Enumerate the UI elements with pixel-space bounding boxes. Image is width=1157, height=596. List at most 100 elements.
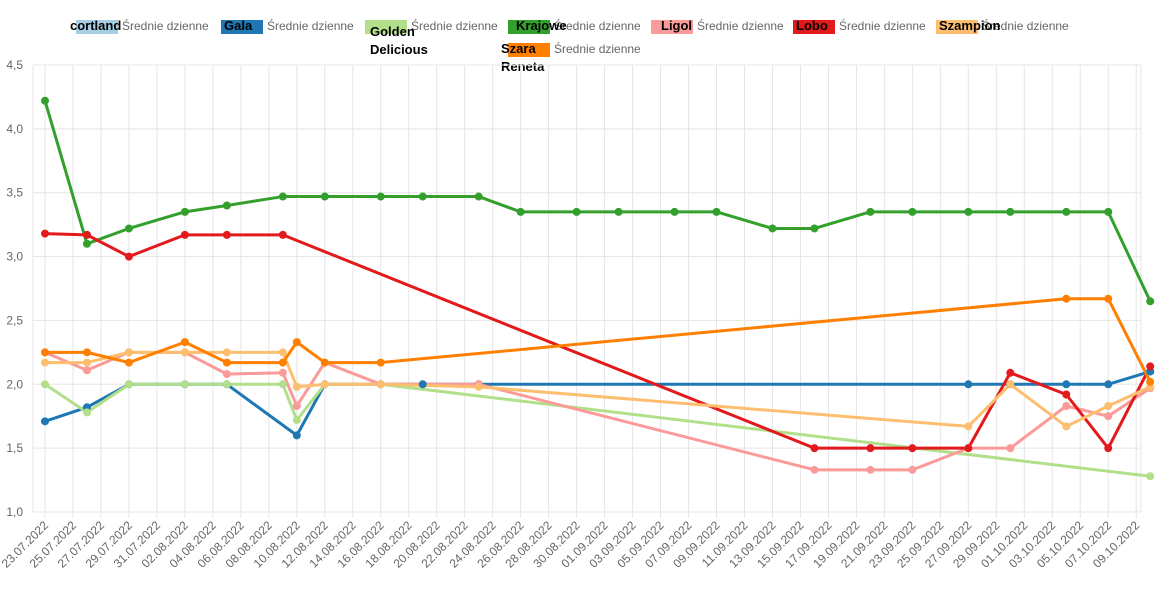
data-point-lobo xyxy=(82,230,91,239)
legend-label: Średnie dzienne xyxy=(982,19,1069,33)
data-point-golden-delicious xyxy=(278,380,287,389)
data-point-szara-reneta xyxy=(180,338,189,347)
data-point-lobo xyxy=(1006,368,1015,377)
series-line-lobo xyxy=(44,232,1152,450)
data-point-krajowe xyxy=(572,207,581,216)
data-point-szara-reneta xyxy=(1104,294,1113,303)
data-point-szampion xyxy=(1062,422,1071,431)
legend-item-krajowe[interactable]: Krajowe Średnie dzienne xyxy=(508,16,641,34)
data-point-lobo xyxy=(1104,444,1113,453)
data-point-lobo xyxy=(866,444,875,453)
legend-item-szara-reneta[interactable]: Szara Reneta Średnie dzienne xyxy=(501,39,641,74)
legend-series-name: Szara Reneta xyxy=(501,41,545,74)
data-point-ligol xyxy=(908,465,917,474)
data-point-golden-delicious xyxy=(41,380,49,389)
y-tick-label: 2,0 xyxy=(6,377,23,391)
data-point-szampion xyxy=(278,348,287,357)
legend-item-gala[interactable]: Gala Średnie dzienne xyxy=(221,16,354,34)
data-point-szampion xyxy=(1006,380,1015,389)
data-point-szara-reneta xyxy=(124,358,133,367)
data-point-krajowe xyxy=(712,207,721,216)
data-point-szampion xyxy=(180,348,189,357)
y-tick-label: 3,0 xyxy=(6,250,23,264)
data-point-ligol xyxy=(1104,412,1113,421)
data-point-golden-delicious xyxy=(292,416,301,425)
legend-label: Średnie dzienne xyxy=(267,19,354,33)
data-point-krajowe xyxy=(124,224,133,233)
data-point-szampion xyxy=(474,382,483,391)
legend-swatch: Szampion xyxy=(936,18,1000,34)
data-point-szampion xyxy=(1104,401,1113,410)
data-point-szampion xyxy=(41,358,49,367)
legend-swatch: Gala xyxy=(221,18,263,34)
data-point-szara-reneta xyxy=(41,348,49,357)
data-point-golden-delicious xyxy=(124,380,133,389)
legend-swatch: Ligol xyxy=(651,18,693,34)
data-point-ligol xyxy=(82,366,91,375)
legend-swatch: Szara Reneta xyxy=(501,41,550,74)
data-point-krajowe xyxy=(222,201,231,210)
data-point-krajowe xyxy=(908,207,917,216)
legend-swatch: Lobo xyxy=(793,18,835,34)
legend-item-cortland[interactable]: cortland Średnie dzienne xyxy=(70,16,209,34)
data-point-lobo xyxy=(41,229,49,238)
data-point-szampion xyxy=(124,348,133,357)
x-axis: 23.07.202225.07.202227.07.202229.07.2022… xyxy=(0,518,1143,571)
legend-label: Średnie dzienne xyxy=(411,19,498,33)
legend-series-name: cortland xyxy=(70,18,122,33)
legend-series-name: Krajowe xyxy=(516,18,567,33)
data-point-szara-reneta xyxy=(222,358,231,367)
data-point-lobo xyxy=(810,444,819,453)
data-point-golden-delicious xyxy=(1146,472,1155,481)
data-point-krajowe xyxy=(866,207,875,216)
data-point-lobo xyxy=(908,444,917,453)
data-point-szampion xyxy=(292,382,301,391)
series-points xyxy=(41,96,1155,481)
y-tick-label: 4,0 xyxy=(6,122,23,136)
legend-label: Średnie dzienne xyxy=(554,42,641,56)
data-point-krajowe xyxy=(768,224,777,233)
y-tick-label: 4,5 xyxy=(6,58,23,72)
y-tick-label: 2,5 xyxy=(6,313,23,327)
series-lines xyxy=(43,100,1152,478)
series-line-golden-delicious xyxy=(44,382,1151,478)
data-point-krajowe xyxy=(964,207,973,216)
legend-series-name: Golden Delicious xyxy=(370,24,428,57)
data-point-szampion xyxy=(376,380,385,389)
series-line-gala xyxy=(44,370,1151,437)
legend-label: Średnie dzienne xyxy=(839,19,926,33)
data-point-ligol xyxy=(1006,444,1015,453)
data-point-ligol xyxy=(222,370,231,379)
legend-series-name: Ligol xyxy=(661,18,693,33)
chart-legend: cortland Średnie dzienne Gala Średnie dz… xyxy=(0,0,1157,80)
data-point-krajowe xyxy=(1062,207,1071,216)
data-point-ligol xyxy=(292,401,301,410)
data-point-golden-delicious xyxy=(82,408,91,417)
y-tick-label: 3,5 xyxy=(6,186,23,200)
y-tick-label: 1,0 xyxy=(6,505,23,519)
data-point-gala xyxy=(1062,380,1071,389)
data-point-szara-reneta xyxy=(82,348,91,357)
data-point-krajowe xyxy=(516,207,525,216)
data-point-ligol xyxy=(1062,401,1071,410)
legend-item-lobo[interactable]: Lobo Średnie dzienne xyxy=(793,16,926,34)
data-point-szara-reneta xyxy=(292,338,301,347)
legend-item-golden-delicious[interactable]: Golden Delicious Średnie dzienne xyxy=(365,16,498,57)
data-point-szara-reneta xyxy=(1146,377,1155,386)
data-point-golden-delicious xyxy=(222,380,231,389)
data-point-ligol xyxy=(278,368,287,377)
data-point-gala xyxy=(41,417,49,426)
legend-item-szampion[interactable]: Szampion Średnie dzienne xyxy=(936,16,1069,34)
data-point-szara-reneta xyxy=(278,358,287,367)
legend-item-ligol[interactable]: Ligol Średnie dzienne xyxy=(651,16,784,34)
data-point-krajowe xyxy=(810,224,819,233)
data-point-krajowe xyxy=(1104,207,1113,216)
data-point-lobo xyxy=(278,230,287,239)
data-point-gala xyxy=(1104,380,1113,389)
legend-label: Średnie dzienne xyxy=(697,19,784,33)
data-point-lobo xyxy=(1062,390,1071,399)
legend-swatch: cortland xyxy=(70,18,121,34)
legend-series-name: Gala xyxy=(224,18,253,33)
legend-series-name: Lobo xyxy=(796,18,828,33)
